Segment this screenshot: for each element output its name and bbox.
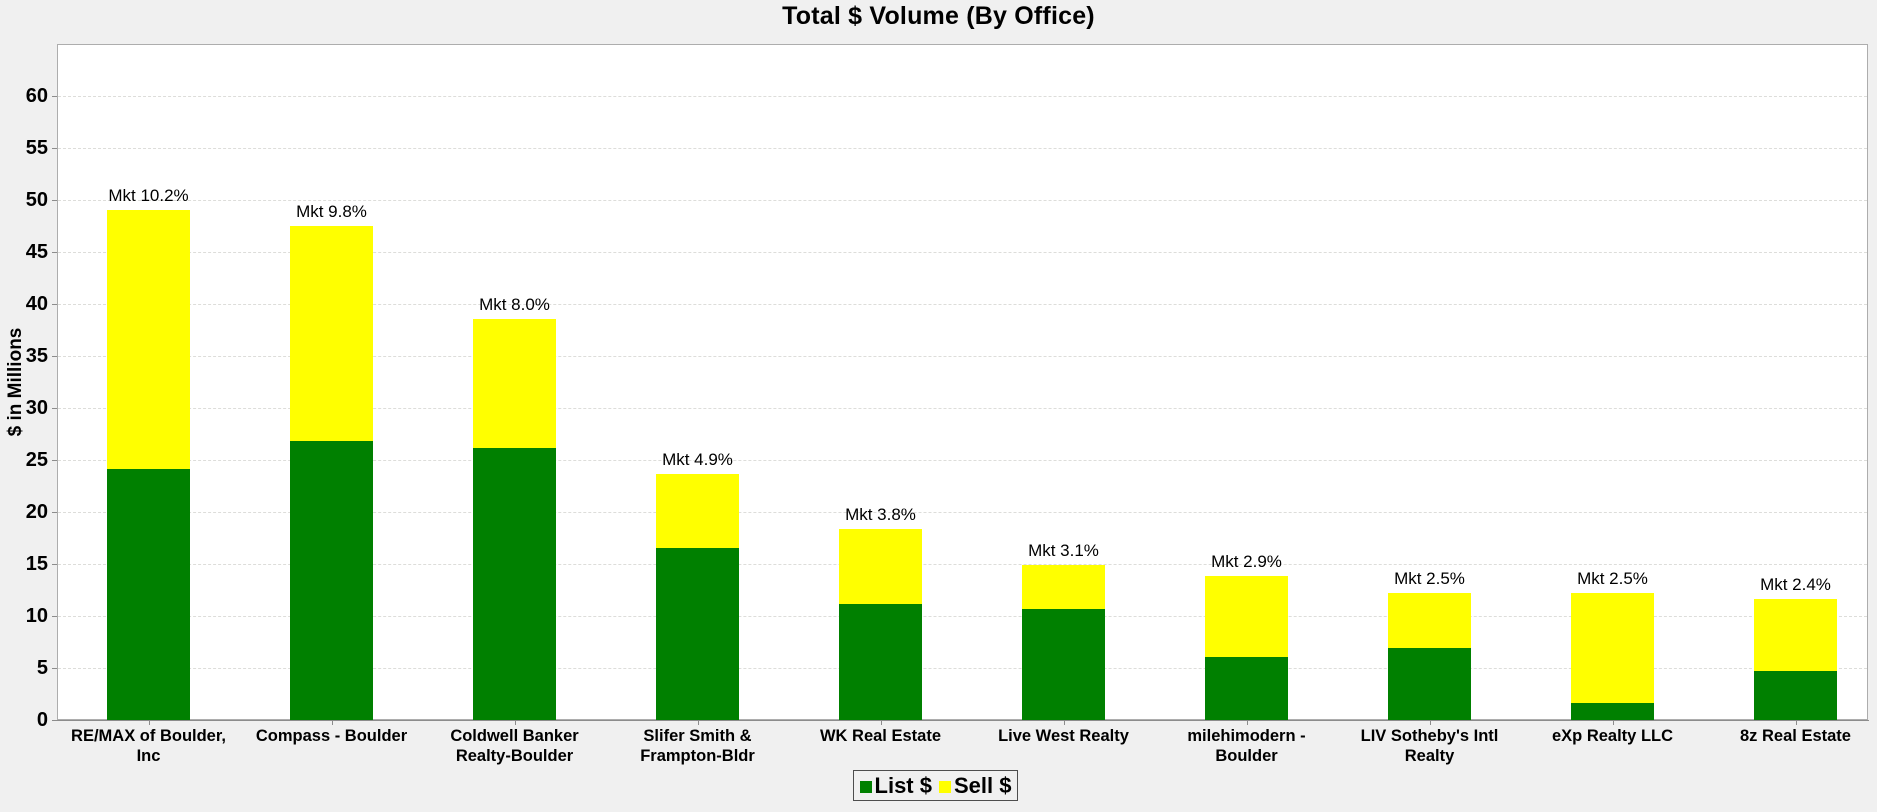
legend-swatch-sell-icon [938,780,951,793]
y-tick-mark [52,356,57,357]
x-axis-line [57,720,1869,721]
x-tick-mark [1429,720,1431,725]
y-tick-mark [52,668,57,669]
y-tick-label: 55 [25,137,48,159]
x-tick-mark [880,720,882,725]
bar-segment-list [290,441,373,720]
bar-segment-sell [107,210,190,470]
bar-segment-sell [290,226,373,442]
y-tick-label: 50 [25,189,48,211]
gridline [58,200,1867,201]
y-tick-label: 35 [25,345,48,367]
x-tick-label: Slifer Smith & Frampton-Bldr [640,727,755,765]
legend-item-list: List $ [859,772,939,799]
x-tick-label: milehimodern - Boulder [1187,727,1306,765]
bar-market-share-label: Mkt 10.2% [108,186,189,206]
y-tick-mark [52,564,57,565]
gridline [58,408,1867,409]
bar-segment-sell [1754,599,1837,672]
x-tick-mark [1246,720,1248,725]
bar-segment-list [1022,608,1105,720]
bar-market-share-label: Mkt 3.8% [845,504,916,524]
gridline [58,356,1867,357]
y-tick-mark [52,512,57,513]
bar-segment-list [1388,648,1471,720]
gridline [58,512,1867,513]
x-tick-label: RE/MAX of Boulder, Inc [71,727,226,765]
bar-segment-sell [1022,565,1105,609]
x-tick-mark [514,720,516,725]
bar-market-share-label: Mkt 2.5% [1394,569,1465,589]
y-tick-mark [52,304,57,305]
bar-segment-sell [473,318,556,448]
y-tick-label: 45 [25,241,48,263]
bar-segment-sell [656,473,739,549]
x-tick-label: Compass - Boulder [255,727,408,745]
gridline [58,616,1867,617]
gridline [58,304,1867,305]
x-tick-mark [148,720,150,725]
y-tick-mark [52,200,57,201]
chart-title: Total $ Volume (By Office) [782,2,1095,30]
x-tick-mark [697,720,699,725]
y-tick-mark [52,460,57,461]
y-tick-label: 30 [25,397,48,419]
legend-label-sell: Sell $ [953,772,1012,798]
legend-swatch-list-icon [859,780,872,793]
bar-market-share-label: Mkt 8.0% [479,294,550,314]
y-tick-label: 5 [36,657,48,679]
bar-segment-list [107,469,190,720]
bar-segment-sell [1571,593,1654,704]
y-tick-mark [52,148,57,149]
gridline [58,564,1867,565]
bar-segment-list [1754,671,1837,720]
y-tick-mark [52,720,57,721]
y-tick-label: 40 [25,293,48,315]
legend-label-list: List $ [874,772,932,798]
x-tick-label: WK Real Estate [819,727,942,745]
x-tick-label: LIV Sotheby's Intl Realty [1360,727,1499,765]
y-tick-mark [52,408,57,409]
bar-segment-list [656,548,739,720]
bar-market-share-label: Mkt 4.9% [662,449,733,469]
bar-market-share-label: Mkt 2.4% [1760,575,1831,595]
x-tick-label: Coldwell Banker Realty-Boulder [450,727,579,765]
bar-segment-sell [839,528,922,604]
y-tick-label: 60 [25,85,48,107]
x-tick-mark [1063,720,1065,725]
y-tick-label: 10 [25,605,48,627]
x-tick-mark [331,720,333,725]
gridline [58,668,1867,669]
x-tick-label: Live West Realty [998,727,1129,745]
gridline [58,460,1867,461]
x-tick-mark [1612,720,1614,725]
bar-market-share-label: Mkt 2.5% [1577,569,1648,589]
bar-segment-list [473,447,556,720]
y-tick-label: 20 [25,501,48,523]
legend: List $ Sell $ [853,770,1018,801]
y-axis-title: $ in Millions [5,327,26,437]
legend-item-sell: Sell $ [938,772,1012,799]
bar-segment-list [839,603,922,720]
y-tick-label: 15 [25,553,48,575]
gridline [58,96,1867,97]
y-tick-label: 25 [25,449,48,471]
bar-market-share-label: Mkt 3.1% [1028,541,1099,561]
y-tick-label: 0 [36,709,48,731]
bar-segment-list [1205,656,1288,720]
bar-segment-list [1571,703,1654,720]
x-tick-label: 8z Real Estate [1740,727,1851,745]
bar-market-share-label: Mkt 2.9% [1211,552,1282,572]
gridline [58,252,1867,253]
bar-segment-sell [1388,593,1471,649]
bar-market-share-label: Mkt 9.8% [296,202,367,221]
y-tick-mark [52,616,57,617]
x-tick-mark [1795,720,1797,725]
gridline [58,148,1867,149]
bar-segment-sell [1205,576,1288,657]
y-tick-mark [52,252,57,253]
y-tick-mark [52,96,57,97]
x-tick-label: eXp Realty LLC [1551,727,1674,745]
